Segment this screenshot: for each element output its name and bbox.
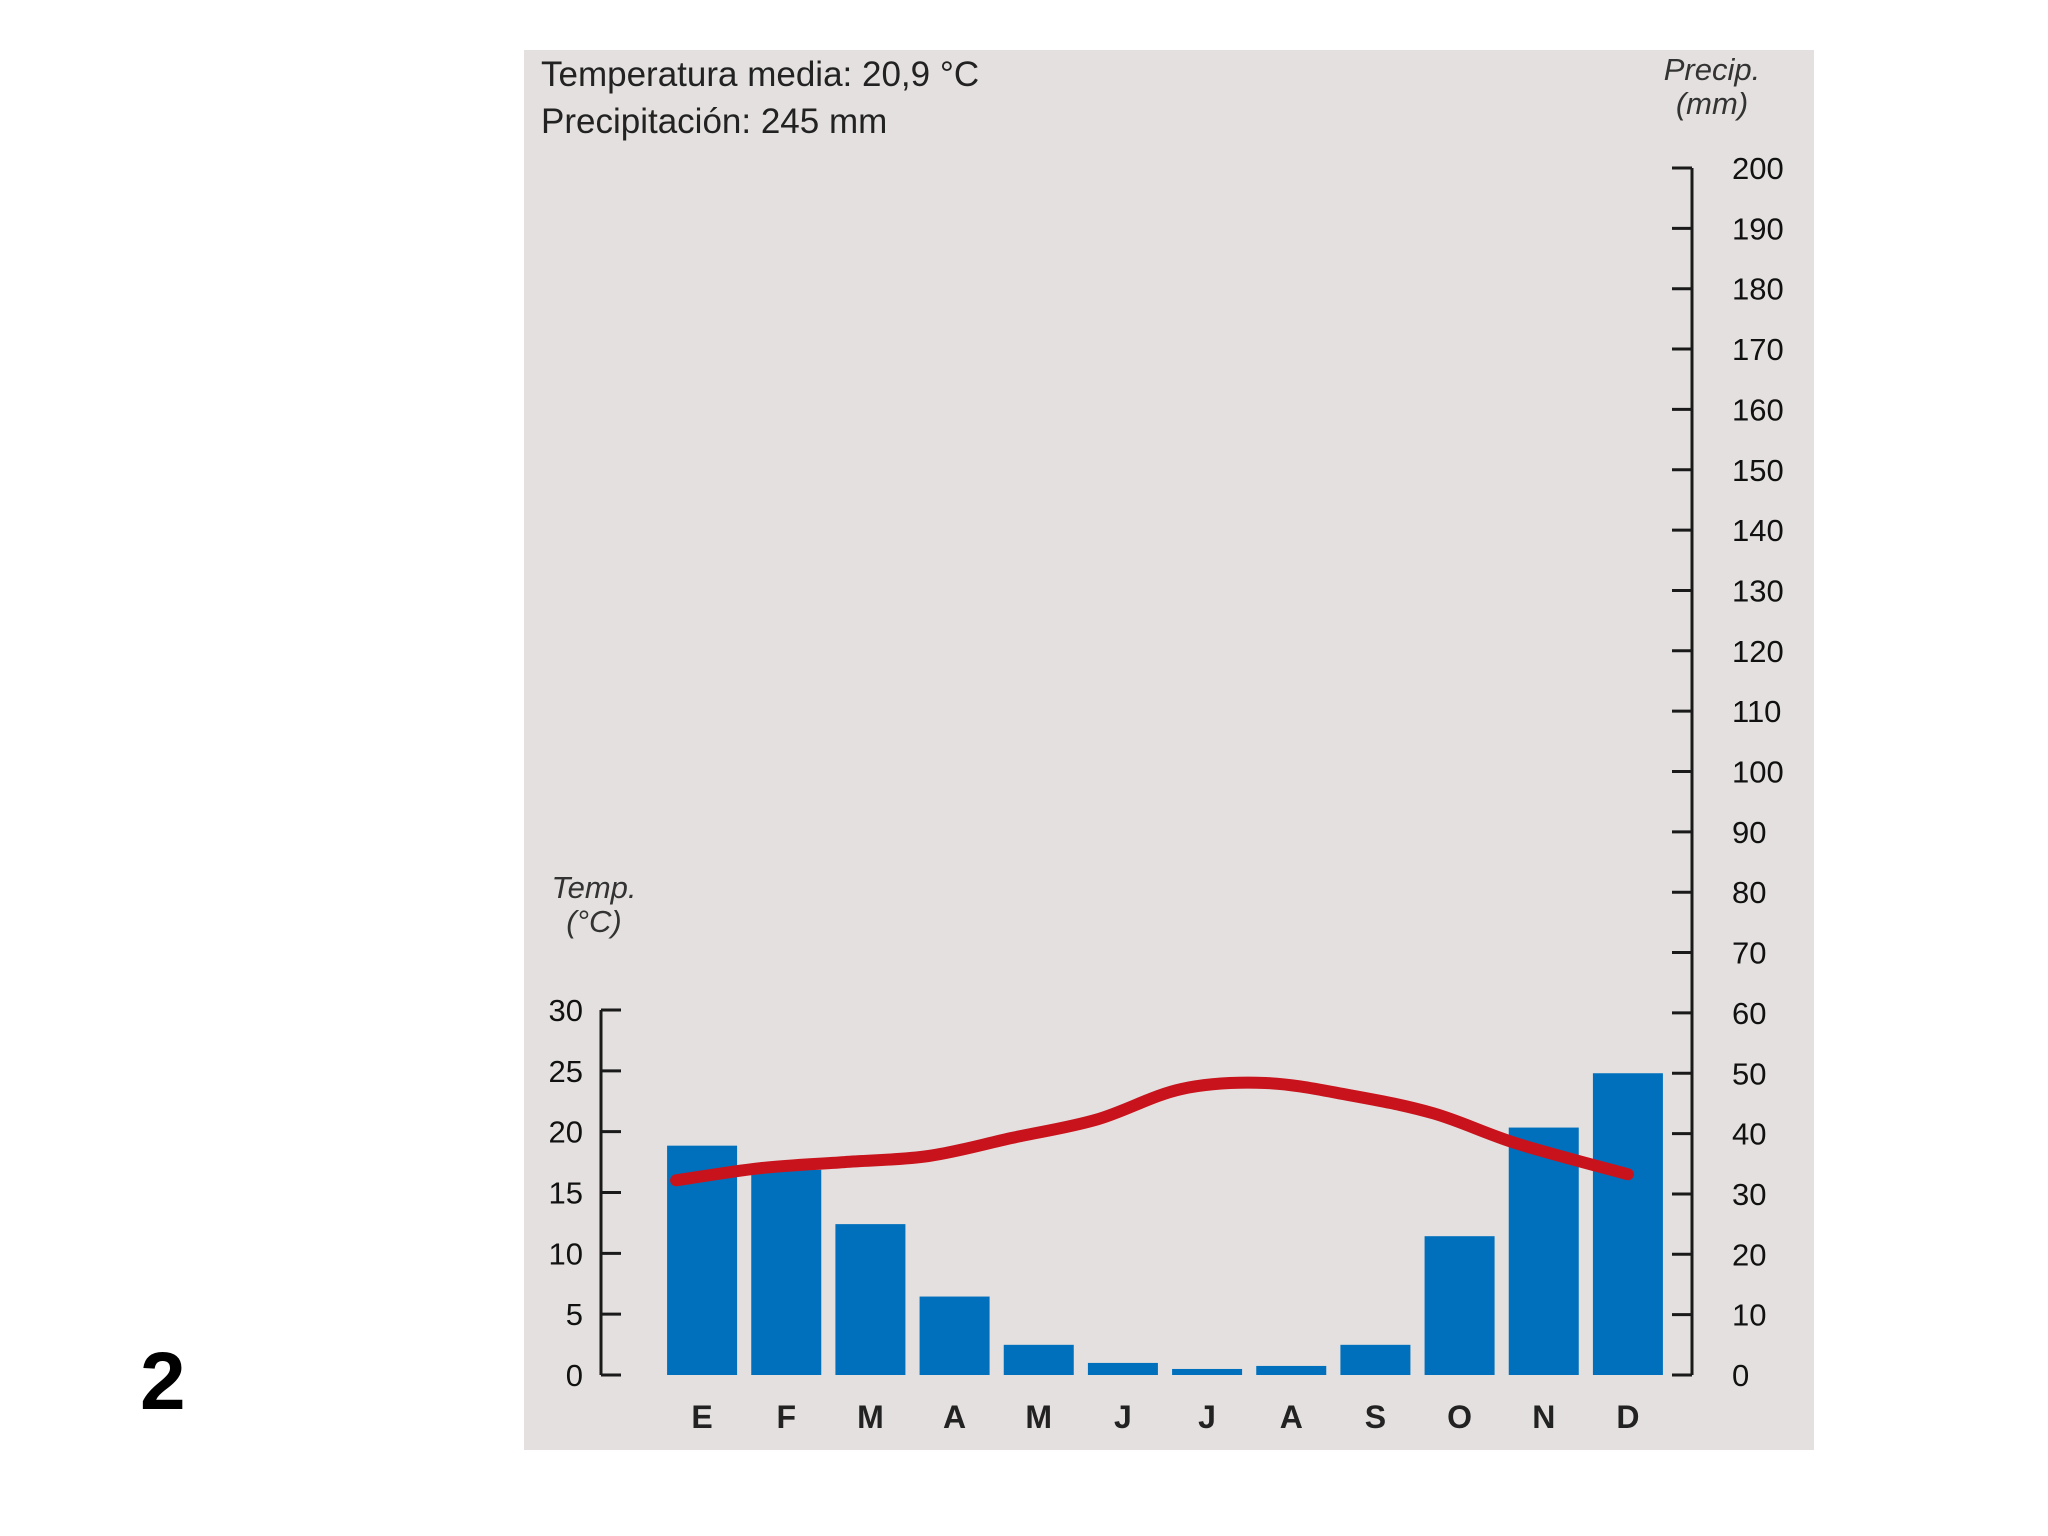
precipitation-bar [1592,1073,1663,1375]
precipitation-bar [919,1296,990,1375]
left-axis-unit: (°C) [566,904,621,939]
chart-header-total-precipitation: Precipitación: 245 mm [541,102,887,141]
month-label: M [857,1399,884,1435]
left-axis-tick-label: 5 [566,1297,583,1332]
left-axis-tick-label: 25 [549,1054,583,1089]
right-axis-unit: (mm) [1676,86,1748,121]
month-label: A [943,1399,966,1435]
precipitation-bar [1424,1236,1495,1375]
right-axis-tick-label: 40 [1732,1117,1766,1152]
right-axis-tick-label: 140 [1732,513,1784,548]
month-label: N [1532,1399,1555,1435]
precipitation-bar [751,1169,822,1375]
month-label: S [1365,1399,1386,1435]
precipitation-bar [1508,1127,1579,1375]
right-axis-tick-label: 90 [1732,815,1766,850]
month-label: J [1198,1399,1216,1435]
precipitation-bar [1172,1368,1243,1375]
right-axis-tick-label: 130 [1732,573,1784,608]
month-label: E [691,1399,712,1435]
right-axis-tick-label: 150 [1732,453,1784,488]
right-axis-tick-label: 0 [1732,1358,1749,1393]
right-axis-tick-label: 170 [1732,332,1784,367]
left-axis-tick-label: 30 [549,993,583,1028]
precipitation-bar [835,1224,906,1375]
left-axis-tick-label: 0 [566,1358,583,1393]
month-label: F [776,1399,796,1435]
right-axis-label: Precip. [1664,52,1760,87]
right-axis-tick-label: 10 [1732,1298,1766,1333]
temperature-line [670,1076,1634,1187]
right-axis-tick-label: 200 [1732,151,1784,186]
right-axis-tick-label: 60 [1732,996,1766,1031]
precipitation-bar [1340,1344,1411,1375]
precipitation-bar [1087,1362,1158,1375]
month-label: D [1616,1399,1639,1435]
precipitation-bars [667,1073,1663,1375]
right-axis-tick-label: 30 [1732,1177,1766,1212]
precipitation-bar [1003,1344,1074,1375]
chart-header-mean-temperature: Temperatura media: 20,9 °C [541,55,979,94]
chart-axes: 0 5 10 15 20 25 30 0 10 20 30 40 50 60 70 80 90 100 110 120… [549,151,1784,1393]
right-axis-tick-label: 180 [1732,272,1784,307]
precipitation-bar [1256,1365,1327,1375]
right-axis-tick-label: 110 [1732,694,1781,729]
left-axis-tick-label: 10 [549,1236,583,1271]
left-axis-tick-label: 15 [549,1176,583,1211]
month-label: A [1280,1399,1303,1435]
slide-number: 2 [140,1336,186,1427]
left-axis-label: Temp. [551,870,636,905]
right-axis-tick-label: 80 [1732,875,1766,910]
right-axis-tick-label: 190 [1732,211,1784,246]
month-label: O [1447,1399,1472,1435]
month-label: J [1114,1399,1132,1435]
right-axis-tick-label: 100 [1732,755,1784,790]
right-axis-tick-label: 120 [1732,634,1784,669]
right-axis-tick-label: 20 [1732,1237,1766,1272]
right-axis-tick-label: 70 [1732,936,1766,971]
left-axis-tick-label: 20 [549,1115,583,1150]
right-axis-tick-label: 160 [1732,392,1784,427]
right-axis-tick-label: 50 [1732,1056,1766,1091]
month-label: M [1025,1399,1052,1435]
